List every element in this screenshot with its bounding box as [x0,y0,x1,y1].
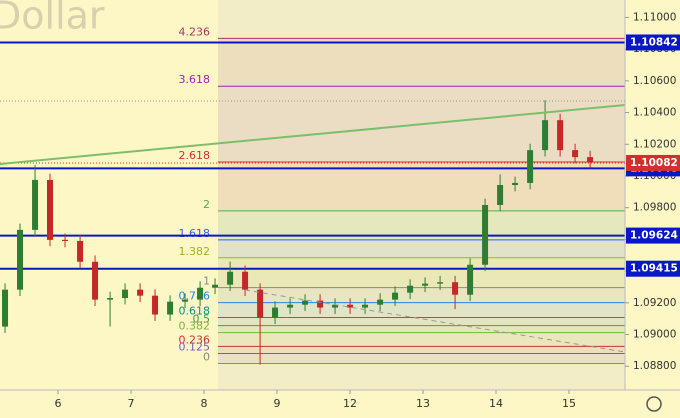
candle-body [362,304,369,308]
candle-body [122,289,129,299]
candle-body [272,307,279,318]
candle-body [212,284,219,288]
x-tick-label: 9 [274,397,281,410]
fib-band [218,325,625,333]
fib-zone [218,0,625,390]
candle-body [317,300,324,308]
fib-label: 0.618 [179,305,211,318]
fib-label: 2.618 [179,149,211,162]
candle-body [437,282,444,284]
fib-label: 1.618 [179,227,211,240]
level-tag [626,34,680,51]
y-tick-label: 1.10400 [633,107,676,119]
candle-body [452,282,459,295]
fib-label: 1.382 [179,245,211,258]
fib-band [218,287,625,303]
candle-body [392,292,399,300]
x-tick-label: 14 [489,397,503,410]
candle-body [587,157,594,163]
candle-body [302,300,309,305]
y-tick-label: 1.10600 [633,75,676,87]
candle-body [182,299,189,302]
x-tick-label: 6 [55,397,62,410]
candle-body [482,204,489,265]
last-price-label: 1.10082 [630,157,678,169]
candle-body [47,179,54,240]
trend-line [0,104,626,165]
candle-body [347,304,354,308]
candle-body [572,150,579,158]
x-tick-label: 8 [201,397,208,410]
fib-band [218,346,625,354]
fib-band [218,332,625,347]
y-tick-label: 1.09800 [633,202,676,214]
candle-body [542,120,549,151]
candle-body [32,179,39,230]
level-tag [626,227,680,244]
candle-body [137,289,144,296]
candle-body [197,287,204,300]
fib-label: 0.236 [179,333,211,346]
fib-label: 0 [203,351,210,364]
level-tag [626,260,680,277]
trend-line-dashed [244,289,626,353]
candle-body [167,301,174,315]
fib-band [218,302,625,318]
fib-band [218,257,625,288]
candle-body [77,240,84,262]
x-tick-label: 13 [416,397,430,410]
level-tag-label: 1.10842 [630,36,678,48]
watermark: Dollar [0,0,105,38]
candle-body [527,150,534,183]
fib-band [218,353,625,364]
y-tick-label: 1.09200 [633,297,676,309]
candle-body [422,283,429,286]
candle-body [227,271,234,285]
fib-band [218,317,625,326]
y-tick-label: 1.10200 [633,138,676,150]
y-tick-label: 1.09000 [633,329,676,341]
settings-icon[interactable] [646,396,662,412]
fib-label: 0.382 [179,320,211,333]
fib-band [218,239,625,258]
fib-label: 4.236 [179,25,211,38]
fib-band [218,38,625,87]
candle-body [467,264,474,295]
candle-body [257,289,264,318]
fib-label: 2 [203,198,210,211]
candle-body [332,304,339,308]
x-tick-label: 15 [562,397,576,410]
candle-body [62,239,69,241]
fib-band [218,162,625,211]
candle-body [407,285,414,293]
level-tag-label: 1.09624 [630,230,678,242]
candle-body [512,182,519,186]
candle-body [497,185,504,205]
y-tick-label: 1.08800 [633,360,676,372]
last-price-tag [626,154,680,171]
fib-label: 0.125 [179,341,211,354]
candle-body [17,229,24,290]
candle-body [287,304,294,308]
candle-body [92,261,99,300]
x-tick-label: 12 [343,397,357,410]
candle-body [377,299,384,305]
fib-label: 0.5 [193,313,211,326]
level-tag-label: 1.09415 [630,263,678,275]
candle-body [152,295,159,315]
fib-label: 3.618 [179,73,211,86]
candle-body [107,298,114,300]
candle-body [242,271,249,290]
fib-label: 1 [203,275,210,288]
x-tick-label: 7 [128,397,135,410]
y-tick-label: 1.11000 [633,11,676,23]
candle-body [2,289,9,327]
candle-body [557,120,564,151]
